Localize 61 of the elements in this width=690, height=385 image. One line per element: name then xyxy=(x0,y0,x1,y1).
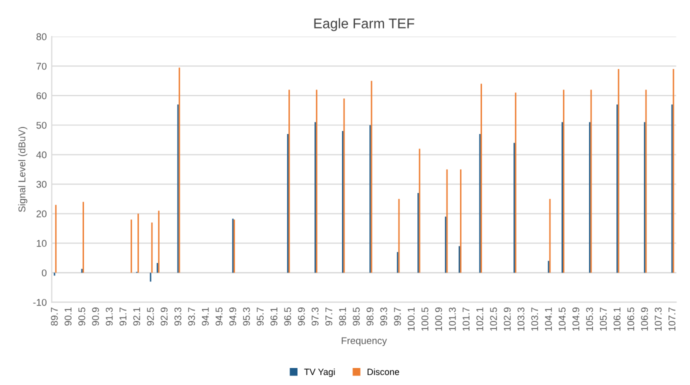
legend-label: TV Yagi xyxy=(304,368,335,377)
x-axis-title: Frequency xyxy=(342,337,387,346)
x-tick-label: 97.7 xyxy=(325,308,332,326)
legend-label: Discone xyxy=(368,368,400,376)
x-tick-label: 91.3 xyxy=(106,308,113,326)
chart-title: Eagle Farm TEF xyxy=(314,18,414,32)
x-tick-label: 104.9 xyxy=(572,308,580,331)
x-tick-label: 101.3 xyxy=(448,308,456,331)
x-tick-label: 90.9 xyxy=(92,308,99,326)
y-tick-label: 20 xyxy=(36,210,47,218)
x-tick-label: 94.5 xyxy=(216,307,222,326)
y-tick-label: 10 xyxy=(36,240,47,247)
x-tick-label: 98.5 xyxy=(352,307,360,326)
x-tick-label: 96.1 xyxy=(270,308,278,326)
x-tick-label: 96.9 xyxy=(298,308,305,326)
x-tick-label: 95.3 xyxy=(243,308,250,326)
x-tick-label: 98.9 xyxy=(366,308,374,326)
y-tick-label: 0 xyxy=(42,269,47,276)
x-tick-label: 99.3 xyxy=(380,308,388,326)
x-tick-label: 96.5 xyxy=(284,307,292,326)
x-tick-label: 99.7 xyxy=(394,308,401,326)
x-tick-label: 105.7 xyxy=(600,308,607,331)
y-tick-label: 70 xyxy=(36,62,47,70)
x-tick-label: 107.3 xyxy=(654,308,662,331)
x-tick-label: 97.3 xyxy=(312,308,319,326)
y-tick-label: 50 xyxy=(36,122,47,129)
x-tick-label: 106.5 xyxy=(627,307,634,331)
x-tick-label: 102.1 xyxy=(476,308,484,331)
x-tick-label: 90.1 xyxy=(64,308,72,326)
x-tick-label: 92.1 xyxy=(133,308,140,326)
x-tick-label: 100.1 xyxy=(408,308,415,331)
x-tick-label: 100.5 xyxy=(421,307,428,331)
x-tick-label: 90.5 xyxy=(78,307,86,326)
x-tick-label: 104.1 xyxy=(544,308,552,331)
x-tick-label: 100.9 xyxy=(435,308,442,331)
x-tick-label: 91.7 xyxy=(120,308,126,326)
x-tick-label: 102.5 xyxy=(490,307,497,331)
y-tick-label: 30 xyxy=(36,180,47,188)
x-tick-label: 98.1 xyxy=(339,308,346,326)
y-tick-label: 40 xyxy=(36,151,47,158)
x-tick-label: 102.9 xyxy=(504,308,511,331)
x-tick-label: 94.1 xyxy=(202,308,209,326)
x-tick-label: 106.1 xyxy=(614,308,620,331)
x-tick-label: 95.7 xyxy=(256,308,264,326)
x-tick-label: 103.7 xyxy=(531,308,538,331)
x-tick-label: 107.7 xyxy=(668,308,676,331)
x-tick-label: 89.7 xyxy=(50,308,58,326)
x-tick-label: 92.5 xyxy=(146,307,154,326)
x-tick-label: 101.7 xyxy=(462,308,470,331)
x-tick-label: 104.5 xyxy=(558,307,566,331)
y-tick-label: -10 xyxy=(33,298,47,306)
x-tick-label: 94.9 xyxy=(229,308,236,326)
x-tick-label: 105.3 xyxy=(586,308,594,331)
x-tick-label: 93.7 xyxy=(188,308,196,326)
y-tick-label: 80 xyxy=(36,33,47,40)
y-tick-label: 60 xyxy=(36,92,47,100)
x-tick-label: 106.9 xyxy=(641,308,648,331)
x-tick-label: 103.3 xyxy=(518,308,524,331)
x-tick-label: 93.3 xyxy=(174,308,182,326)
y-axis-title: Signal Level (dBuV) xyxy=(18,127,28,212)
x-tick-label: 92.9 xyxy=(160,308,168,326)
